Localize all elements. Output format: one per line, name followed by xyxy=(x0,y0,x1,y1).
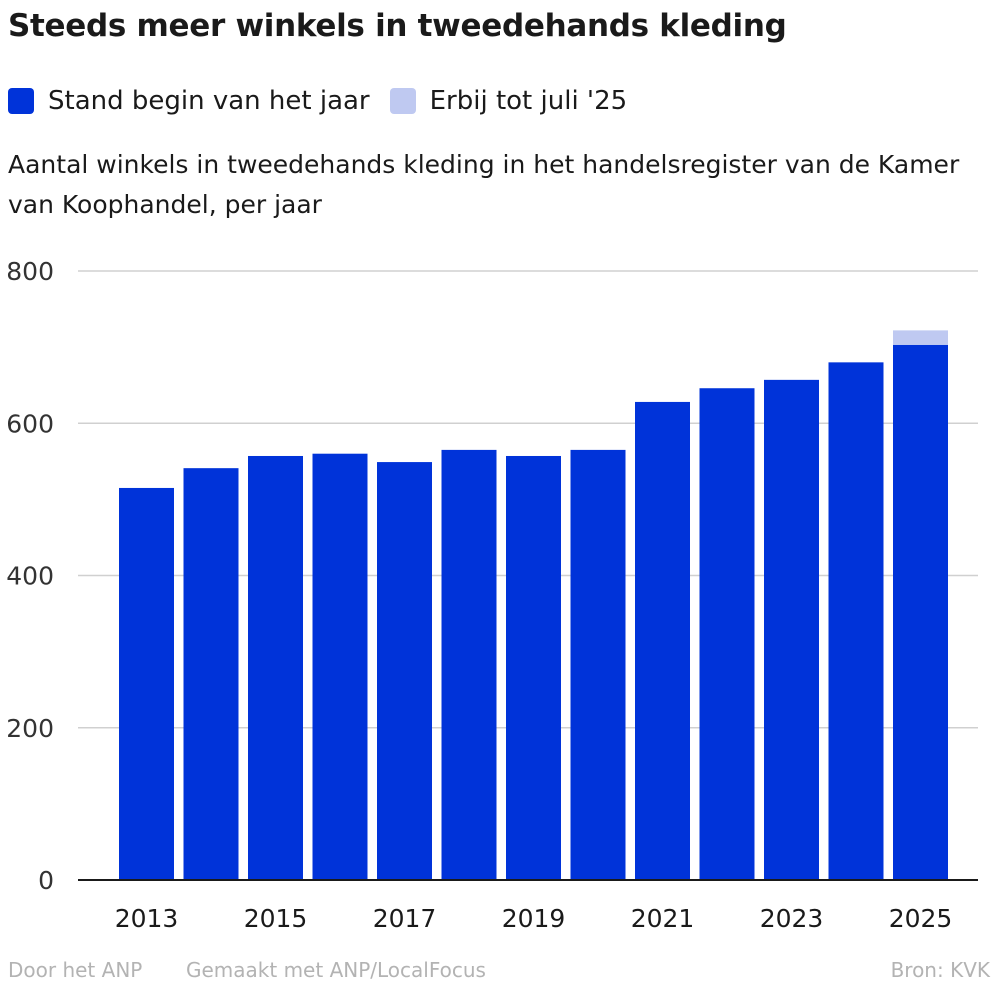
bar-2015-series-0 xyxy=(248,455,303,880)
legend-swatch-erbij xyxy=(389,88,416,114)
legend-label-erbij: Erbij tot juli '25 xyxy=(429,86,628,116)
legend-swatch-stand xyxy=(8,88,34,114)
legend: Stand begin van het jaar Erbij tot juli … xyxy=(8,86,647,116)
bar-2013-series-0 xyxy=(119,487,174,880)
bar-2016-series-0 xyxy=(312,453,368,880)
bar-2024-series-0 xyxy=(828,362,884,881)
x-tick-label-2015: 2015 xyxy=(244,904,308,933)
legend-item-stand: Stand begin van het jaar xyxy=(8,86,370,116)
chart-subtitle: Aantal winkels in tweedehands kleding in… xyxy=(8,150,960,219)
y-tick-label-0: 0 xyxy=(38,866,54,895)
y-tick-label-400: 400 xyxy=(6,562,54,591)
y-tick-label-600: 600 xyxy=(6,409,54,438)
bar-2021-series-0 xyxy=(635,401,690,880)
footer-source: Bron: KVK xyxy=(890,958,990,982)
x-tick-label-2019: 2019 xyxy=(502,904,566,933)
x-tick-label-2021: 2021 xyxy=(631,904,695,933)
x-tick-label-2013: 2013 xyxy=(115,904,179,933)
bar-2023-series-0 xyxy=(764,379,819,880)
y-tick-label-800: 800 xyxy=(6,257,54,286)
bar-2019-series-0 xyxy=(506,455,561,880)
x-tick-label-2023: 2023 xyxy=(760,904,824,933)
chart-title: Steeds meer winkels in tweedehands kledi… xyxy=(8,8,787,44)
x-tick-label-2025: 2025 xyxy=(889,904,953,933)
legend-label-stand: Stand begin van het jaar xyxy=(48,86,370,116)
bar-2025-series-0 xyxy=(893,344,948,880)
legend-item-erbij: Erbij tot juli '25 xyxy=(389,86,628,116)
bar-2014-series-0 xyxy=(183,468,239,880)
footer-made-with: Gemaakt met ANP/LocalFocus xyxy=(186,958,486,982)
footer-author: Door het ANP xyxy=(8,958,143,982)
bar-2020-series-0 xyxy=(570,449,626,880)
bar-2022-series-0 xyxy=(699,388,755,880)
bar-2025-series-1 xyxy=(893,330,948,345)
bar-2017-series-0 xyxy=(377,462,432,880)
y-tick-label-200: 200 xyxy=(6,714,54,743)
x-tick-label-2017: 2017 xyxy=(373,904,437,933)
bar-2018-series-0 xyxy=(441,449,497,880)
